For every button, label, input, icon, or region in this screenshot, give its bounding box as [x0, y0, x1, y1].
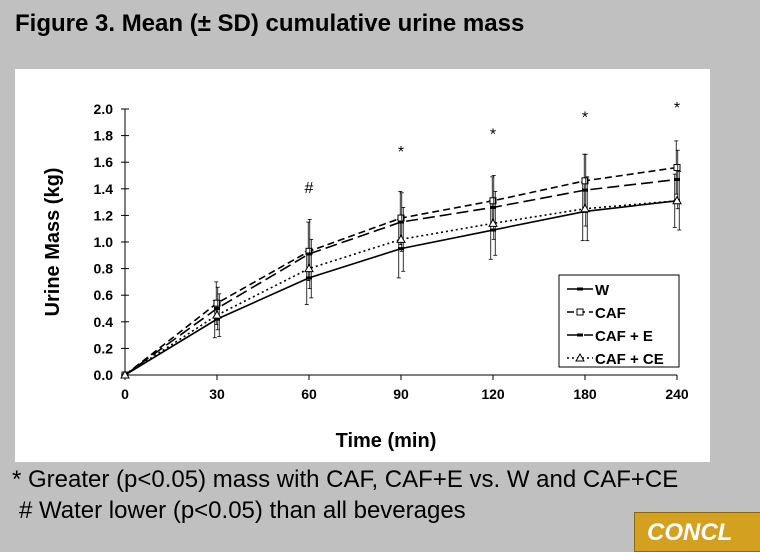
x-tick-label: 60	[301, 386, 317, 402]
legend-label: CAF + E	[595, 328, 653, 345]
data-point	[581, 177, 589, 185]
annotation-layer: # * * * *	[305, 100, 681, 197]
y-tick-label: 1.6	[94, 154, 114, 170]
data-point	[212, 310, 222, 319]
data-point	[214, 317, 220, 321]
x-tick-label: 90	[393, 386, 409, 402]
y-tick-label: 1.2	[94, 207, 114, 223]
legend-marker	[576, 308, 584, 316]
series-caf-ce	[120, 171, 682, 379]
series-caf	[121, 140, 681, 379]
data-point	[396, 234, 406, 243]
data-point	[306, 276, 312, 280]
data-point	[673, 164, 681, 172]
data-point	[490, 205, 496, 209]
data-point	[672, 195, 682, 205]
chart-legend: W CAF CAF + E CAF + CE	[558, 274, 680, 368]
series-layer	[120, 140, 682, 379]
chart-axes: 0.0 0.2 0.4 0.6 0.8 1.0 1.2 1.4 1.6 1.8 2.0 0 30 60 90…	[42, 101, 689, 452]
x-tick-label: 0	[121, 386, 129, 402]
significance-marker: #	[305, 180, 314, 197]
y-tick-label: 0.0	[94, 367, 114, 383]
y-tick-label: 1.4	[94, 181, 114, 197]
data-point	[398, 220, 404, 224]
x-tick-label: 120	[481, 386, 505, 402]
data-point	[488, 218, 498, 227]
x-tick-label: 240	[665, 386, 689, 402]
data-point	[398, 247, 404, 251]
significance-marker: *	[490, 127, 496, 144]
significance-marker: *	[582, 109, 588, 126]
data-point	[306, 252, 312, 256]
figure-title: Figure 3. Mean (± SD) cumulative urine m…	[15, 10, 525, 37]
y-axis-label: Urine Mass (kg)	[42, 168, 64, 317]
data-point	[580, 203, 590, 213]
x-axis-label: Time (min)	[336, 430, 437, 452]
legend-marker	[577, 333, 583, 337]
legend-label: W	[595, 282, 610, 299]
x-tick-label: 180	[573, 386, 597, 402]
line-chart: 0.0 0.2 0.4 0.6 0.8 1.0 1.2 1.4 1.6 1.8 2.0 0 30 60 90…	[42, 100, 689, 452]
y-tick-label: 0.6	[94, 287, 114, 303]
y-tick-label: 0.2	[94, 340, 114, 356]
significance-marker: *	[674, 100, 680, 117]
data-point	[582, 188, 588, 192]
y-tick-label: 1.8	[94, 128, 114, 144]
footnote-significance: * Greater (p<0.05) mass with CAF, CAF+E …	[12, 466, 679, 493]
data-point	[213, 299, 221, 307]
data-point	[304, 263, 314, 273]
data-point	[674, 177, 680, 181]
significance-marker: *	[398, 144, 404, 161]
y-tick-label: 0.4	[94, 314, 114, 330]
data-point	[120, 369, 130, 379]
conclusion-tab[interactable]: CONCL	[634, 512, 760, 552]
legend-marker	[575, 352, 585, 362]
y-tick-label: 1.0	[94, 234, 114, 250]
footnote-water: # Water lower (p<0.05) than all beverage…	[19, 497, 466, 524]
legend-marker	[577, 287, 583, 291]
chart-panel: 0.0 0.2 0.4 0.6 0.8 1.0 1.2 1.4 1.6 1.8 2.0 0 30 60 90…	[15, 69, 710, 462]
legend-label: CAF + CE	[595, 351, 664, 368]
legend-label: CAF	[595, 305, 626, 322]
x-tick-label: 30	[209, 386, 225, 402]
data-point	[489, 197, 497, 205]
data-point	[214, 307, 220, 310]
y-tick-label: 0.8	[94, 261, 114, 277]
y-tick-label: 2.0	[94, 101, 114, 117]
data-point	[490, 228, 496, 232]
